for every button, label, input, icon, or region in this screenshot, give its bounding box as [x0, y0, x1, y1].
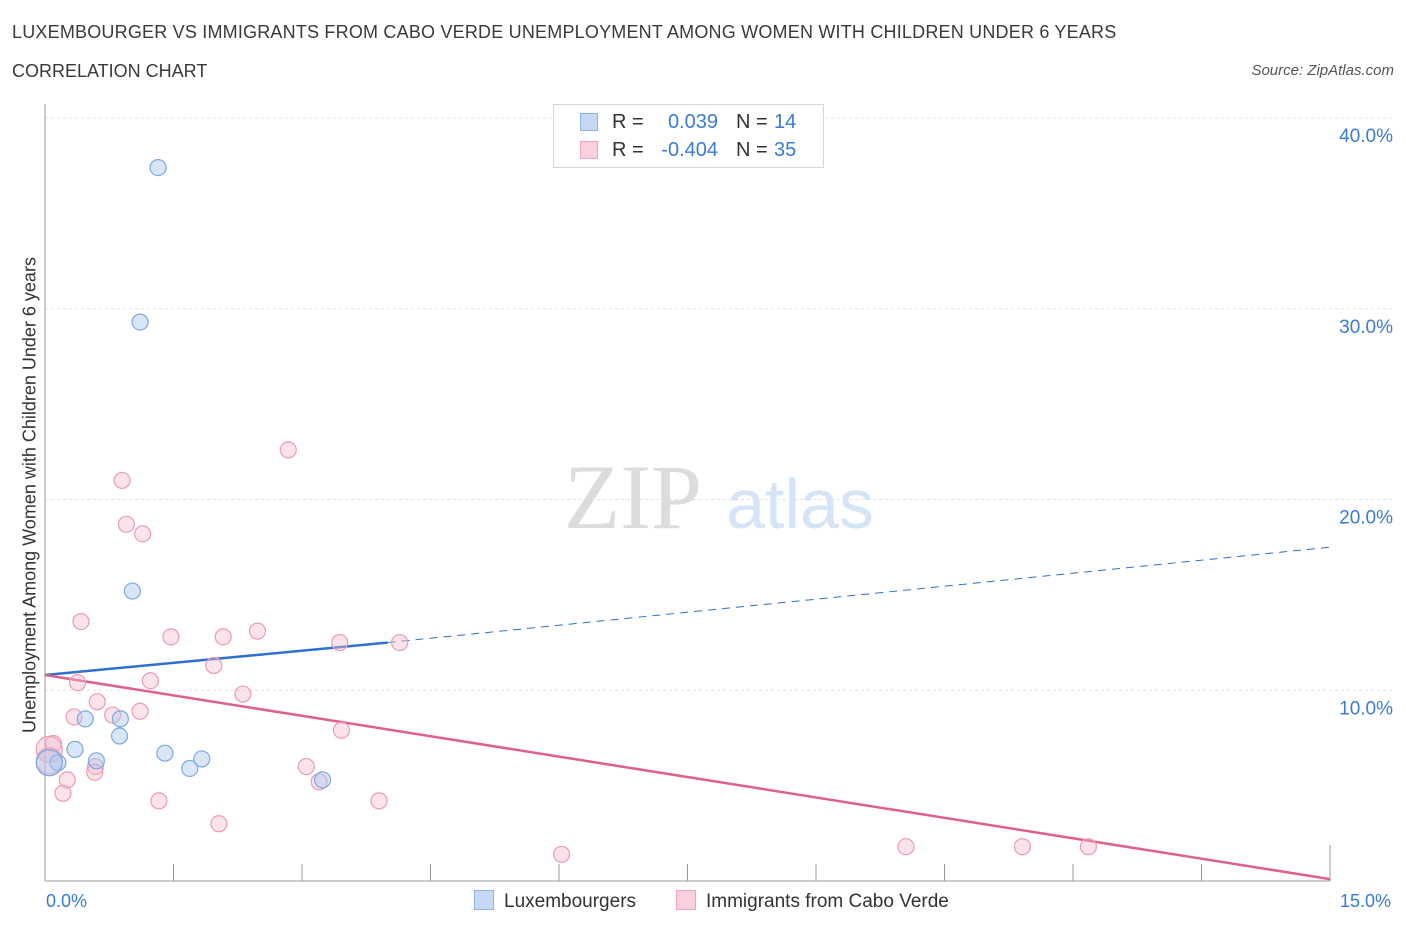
- luxembourgers-trend-line: [44, 641, 388, 677]
- chart-title: LUXEMBOURGER VS IMMIGRANTS FROM CABO VER…: [12, 22, 1117, 42]
- cabo-verde-point: [150, 792, 168, 810]
- cabo-verde-point: [279, 441, 297, 459]
- y-tick-label: 20.0%: [1339, 508, 1393, 529]
- cabo-verde-point: [162, 628, 180, 646]
- cabo-verde-point: [1013, 838, 1032, 856]
- luxembourger-point: [111, 710, 129, 728]
- luxembourger-point: [123, 582, 141, 600]
- luxembourger-point: [76, 710, 94, 728]
- bottom-legend-swatch-pink: [676, 890, 696, 910]
- luxembourger-point: [156, 744, 174, 762]
- y-tick-label: 10.0%: [1339, 698, 1393, 719]
- watermark: ZIP atlas: [564, 446, 874, 548]
- cabo-verde-point: [68, 674, 87, 692]
- y-axis-label: Unemployment Among Women with Children U…: [19, 257, 40, 733]
- cabo-verde-point: [391, 633, 409, 652]
- cabo-verde-point: [370, 792, 388, 810]
- legend-r-label: R =: [612, 139, 644, 161]
- cabo-verde-point: [332, 721, 351, 739]
- cabo-verde-point: [897, 838, 915, 856]
- cabo-verde-point: [552, 845, 571, 863]
- bottom-legend-label: Luxembourgers: [504, 891, 637, 912]
- cabo-verde-point: [297, 757, 315, 776]
- cabo-verde-point: [113, 471, 131, 490]
- legend-n-value: 35: [774, 139, 797, 161]
- cabo-verde-point: [141, 672, 159, 690]
- grid-lines: [45, 117, 1392, 691]
- cabo-verde-point: [134, 525, 152, 543]
- luxembourger-point: [149, 158, 167, 177]
- bottom-legend-cabo-verde: Immigrants from Cabo Verde: [676, 890, 949, 913]
- x-tick-label-min: 0.0%: [46, 891, 88, 911]
- bottom-legend-label: Immigrants from Cabo Verde: [706, 891, 949, 912]
- cabo-verde-point: [86, 757, 105, 776]
- luxembourger-point: [181, 759, 199, 778]
- cabo-verde-point: [104, 706, 122, 724]
- luxembourger-point: [87, 752, 106, 770]
- y-tick-label: 30.0%: [1339, 317, 1393, 338]
- luxembourger-point: [193, 750, 211, 768]
- cabo-verde-point: [210, 815, 228, 833]
- cabo-verde-point: [234, 685, 252, 703]
- luxembourger-point: [110, 727, 129, 745]
- luxembourgers-trend-extension: [387, 546, 1331, 644]
- legend-swatch-blue: [580, 113, 598, 131]
- data-points: [35, 158, 1098, 863]
- luxembourger-point: [35, 749, 63, 777]
- legend-r-label: R =: [612, 111, 644, 133]
- cabo-verde-point: [88, 693, 106, 711]
- y-tick-label: 40.0%: [1339, 126, 1393, 147]
- source-label: Source: ZipAtlas.com: [1251, 62, 1394, 79]
- legend-n-value: 14: [774, 111, 797, 133]
- watermark-atlas: atlas: [726, 465, 874, 543]
- cabo-verde-trend-line: [44, 673, 1331, 881]
- bottom-legend-luxembourgers: Luxembourgers: [474, 890, 636, 913]
- cabo-verde-point: [214, 628, 232, 646]
- luxembourger-point: [313, 771, 332, 789]
- luxembourger-point: [131, 313, 149, 331]
- cabo-verde-point: [331, 633, 349, 652]
- legend-n-label: N =: [736, 139, 768, 161]
- cabo-verde-point: [72, 612, 90, 631]
- correlation-legend: R = 0.039 N = 14 R = -0.404 N = 35: [553, 104, 824, 168]
- axes: [44, 104, 1331, 882]
- luxembourger-point: [66, 740, 84, 758]
- cabo-verde-point: [117, 515, 135, 533]
- cabo-verde-point: [131, 702, 149, 720]
- legend-r-value: -0.404: [661, 139, 718, 161]
- y-tick-labels: 10.0% 20.0% 30.0% 40.0%: [1339, 126, 1393, 719]
- cabo-verde-point: [54, 784, 72, 802]
- cabo-verde-point: [58, 771, 76, 789]
- x-tick-label-max: 15.0%: [1340, 891, 1392, 911]
- cabo-verde-point: [248, 622, 267, 640]
- trend-lines: [44, 546, 1331, 881]
- legend-swatch-pink: [580, 141, 598, 159]
- legend-n-label: N =: [736, 111, 768, 133]
- cabo-verde-point: [205, 656, 223, 675]
- watermark-zip: ZIP: [564, 446, 702, 548]
- chart-subtitle: CORRELATION CHART: [12, 61, 208, 81]
- cabo-verde-point: [1079, 838, 1098, 856]
- bottom-legend-swatch-blue: [474, 890, 494, 910]
- legend-r-value: 0.039: [667, 111, 718, 133]
